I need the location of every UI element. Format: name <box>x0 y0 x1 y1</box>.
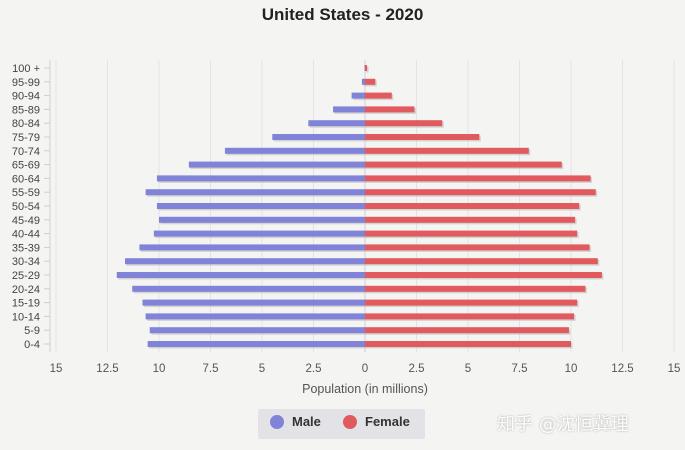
x-tick-label: 5 <box>259 363 265 375</box>
x-tick-label: 10 <box>565 363 578 375</box>
y-category-label: 15-19 <box>12 298 40 310</box>
female-bar[interactable] <box>365 230 578 237</box>
y-category-label: 25-29 <box>12 270 40 282</box>
female-bar[interactable] <box>365 258 598 265</box>
female-bar[interactable] <box>365 327 569 334</box>
male-bar[interactable] <box>156 175 365 182</box>
male-bar[interactable] <box>116 272 366 278</box>
x-axis-label: Population (in millions) <box>302 382 428 396</box>
female-bar[interactable] <box>365 92 392 99</box>
x-tick-label: 5 <box>465 363 471 375</box>
x-tick-label: 7.5 <box>512 363 528 375</box>
x-tick-label: 2.5 <box>306 363 322 375</box>
y-category-label: 30-34 <box>12 256 40 268</box>
y-category-label: 95-99 <box>12 77 40 89</box>
y-category-label: 100 + <box>12 63 40 75</box>
male-bar[interactable] <box>156 203 365 209</box>
male-bar[interactable] <box>145 313 365 320</box>
x-tick-label: 12.5 <box>611 363 633 375</box>
female-bar-shadow <box>366 66 369 73</box>
female-bar[interactable] <box>365 161 562 168</box>
x-tick-label: 12.5 <box>96 363 118 375</box>
male-bar[interactable] <box>188 161 365 168</box>
female-bar[interactable] <box>365 147 529 154</box>
female-bar[interactable] <box>365 120 443 127</box>
male-bar[interactable] <box>153 230 365 237</box>
male-bar[interactable] <box>364 65 366 71</box>
x-tick-label: 2.5 <box>409 363 425 375</box>
y-category-label: 0-4 <box>24 339 40 351</box>
y-category-label: 5-9 <box>24 325 40 337</box>
female-bar[interactable] <box>365 78 376 85</box>
male-bar[interactable] <box>132 285 365 292</box>
legend-label-male: Male <box>292 414 321 429</box>
female-bar[interactable] <box>365 106 415 113</box>
female-bar[interactable] <box>365 189 596 196</box>
male-bar[interactable] <box>308 120 365 127</box>
female-bar[interactable] <box>365 272 602 278</box>
y-category-label: 65-69 <box>12 160 40 172</box>
male-bar[interactable] <box>361 78 365 85</box>
female-bar[interactable] <box>365 313 575 320</box>
x-tick-label: 15 <box>668 363 681 375</box>
male-bar[interactable] <box>149 327 365 334</box>
y-category-label: 50-54 <box>12 201 40 213</box>
y-category-label: 80-84 <box>12 118 40 130</box>
y-category-label: 20-24 <box>12 284 40 296</box>
legend-item-female[interactable]: Female <box>343 414 410 429</box>
y-category-label: 55-59 <box>12 187 40 199</box>
female-bar[interactable] <box>365 216 576 223</box>
y-category-label: 35-39 <box>12 242 40 254</box>
male-bar[interactable] <box>142 299 365 306</box>
male-bar[interactable] <box>351 92 365 99</box>
legend: Male Female <box>258 409 425 439</box>
male-color-dot <box>270 414 284 429</box>
male-bar[interactable] <box>125 258 365 265</box>
population-pyramid-chart: 15 12.5 10 7.5 5 2.5 0 2.5 5 7.5 10 12.5 15 100 + 95-9… <box>12 60 681 396</box>
female-color-dot <box>343 414 357 429</box>
female-bar[interactable] <box>365 244 590 251</box>
female-bar[interactable] <box>365 134 480 140</box>
male-bar[interactable] <box>333 106 365 113</box>
y-category-label: 70-74 <box>12 146 40 158</box>
y-category-label: 10-14 <box>12 311 40 323</box>
female-bar[interactable] <box>365 341 571 347</box>
legend-label-female: Female <box>365 414 410 429</box>
male-bar[interactable] <box>224 147 365 154</box>
x-tick-label: 15 <box>50 363 63 375</box>
y-category-label: 40-44 <box>12 229 40 241</box>
x-tick-label: 7.5 <box>203 363 219 375</box>
female-bar[interactable] <box>365 65 368 71</box>
x-tick-label: 10 <box>153 363 166 375</box>
female-bar[interactable] <box>365 285 586 292</box>
y-category-label: 85-89 <box>12 104 40 116</box>
watermark-text: 知乎 @沈恒冀理 <box>497 414 629 435</box>
legend-item-male[interactable]: Male <box>270 414 321 429</box>
male-bar[interactable] <box>147 341 365 347</box>
y-category-label: 90-94 <box>12 91 40 103</box>
y-category-label: 75-79 <box>12 132 40 144</box>
x-tick-label: 0 <box>362 363 368 375</box>
male-bar[interactable] <box>145 189 365 196</box>
male-bar[interactable] <box>139 244 365 251</box>
chart-title: United States - 2020 <box>261 5 424 24</box>
y-category-label: 60-64 <box>12 173 40 185</box>
female-bar[interactable] <box>365 175 591 182</box>
female-bar[interactable] <box>365 299 578 306</box>
y-category-label: 45-49 <box>12 215 40 227</box>
female-bar[interactable] <box>365 203 580 209</box>
male-bar[interactable] <box>159 216 365 223</box>
male-bar[interactable] <box>272 134 365 140</box>
